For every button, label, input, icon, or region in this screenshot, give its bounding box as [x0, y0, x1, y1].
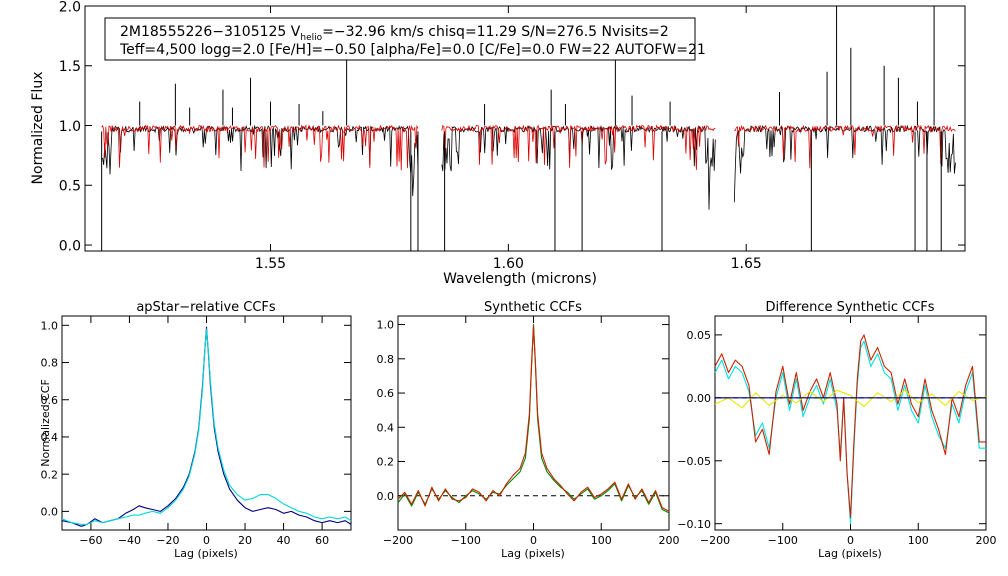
- synthetic-frame: [397, 315, 670, 531]
- apstar-ytick-label: 1.0: [41, 319, 59, 332]
- apstar-ytick-label: 0.2: [41, 468, 59, 481]
- apstar-frame: [61, 315, 352, 531]
- synthetic-xtick-label: 0: [530, 534, 537, 547]
- header-line-2: Teff=4,500 logg=2.0 [Fe/H]=−0.50 [alpha/…: [119, 42, 706, 58]
- synthetic-axes: −200 −100 0 100 200 0.0 0.2 0.4 0.6 0.8 1.0: [377, 316, 680, 547]
- spectrum-ylabel: Normalized Flux: [30, 72, 46, 185]
- apstar-ytick-label: 0.8: [41, 357, 59, 370]
- apstar-xtick-label: −60: [79, 534, 102, 547]
- spectrum-frame: [84, 5, 966, 252]
- difference-series-diff_cyan: [714, 340, 986, 525]
- apstar-title: apStar−relative CCFs: [136, 300, 276, 315]
- difference-xtick-label: 0: [847, 534, 854, 547]
- apstar-series-ccf_b: [61, 328, 352, 525]
- synthetic-ytick-label: 0.6: [377, 387, 395, 400]
- difference-xtick-label: −200: [700, 534, 730, 547]
- synthetic-ytick-label: 0.4: [377, 421, 395, 434]
- spectrum-ytick-label: 0.0: [59, 238, 81, 254]
- difference-xtick-label: 100: [908, 534, 929, 547]
- spectrum-axes: 1.55 1.60 1.65 0.0 0.5 1.0 1.5 2.0: [59, 0, 965, 272]
- apstar-series-ccf_a: [61, 326, 352, 527]
- apstar-xtick-label: 0: [203, 534, 210, 547]
- spectrum-ytick-label: 1.5: [59, 59, 81, 75]
- spectrum-xlabel: Wavelength (microns): [443, 271, 597, 287]
- synthetic-ytick-label: 0.0: [377, 490, 395, 503]
- difference-ytick-label: 0.00: [687, 392, 712, 405]
- apstar-ytick-label: 0.6: [41, 394, 59, 407]
- difference-axes: −200 −100 0 100 200 0.05 0.00 −0.05 −0.10: [677, 316, 997, 547]
- apstar-xtick-label: −40: [118, 534, 141, 547]
- synthetic-series-ccf_red: [397, 325, 670, 512]
- synthetic-lines: [397, 324, 670, 514]
- difference-ytick-label: −0.05: [677, 455, 711, 468]
- difference-ytick-label: 0.05: [687, 329, 712, 342]
- difference-ytick-label: −0.10: [677, 518, 711, 531]
- apstar-ytick-label: 0.4: [41, 431, 59, 444]
- synthetic-title: Synthetic CCFs: [484, 300, 582, 315]
- difference-xlabel: Lag (pixels): [818, 547, 882, 560]
- difference-title: Difference Synthetic CCFs: [765, 300, 934, 315]
- synthetic-xtick-label: −200: [383, 534, 413, 547]
- spectrum-series-model: [101, 124, 956, 171]
- header-line-1: 2M18555226−3105125 Vhelio=−32.96 km/s ch…: [120, 24, 669, 43]
- synthetic-xlabel: Lag (pixels): [501, 547, 565, 560]
- apstar-xtick-label: 20: [238, 534, 252, 547]
- apstar-lines: [61, 326, 352, 527]
- apstar-xlabel: Lag (pixels): [174, 547, 238, 560]
- spectrum-ytick-label: 0.5: [59, 179, 81, 195]
- difference-frame: [714, 315, 987, 531]
- difference-lines: [714, 334, 987, 525]
- spectrum-series-observed: [101, 124, 956, 210]
- spectrum-xtick-label: 1.60: [493, 256, 524, 272]
- synthetic-xtick-label: 200: [659, 534, 680, 547]
- apstar-xtick-label: 60: [315, 534, 329, 547]
- spectrum-xtick-label: 1.65: [731, 256, 762, 272]
- apstar-ylabel: Normalized CCF: [39, 379, 52, 467]
- difference-series-diff_yellow: [714, 389, 987, 409]
- synthetic-ytick-label: 0.2: [377, 456, 395, 469]
- spectrum-ytick-label: 2.0: [59, 0, 81, 15]
- spectrum-lines: [101, 6, 956, 251]
- difference-xtick-label: −100: [768, 534, 798, 547]
- synthetic-xtick-label: 100: [591, 534, 612, 547]
- difference-series-diff_red: [714, 334, 986, 518]
- difference-ccf-panel: −200 −100 0 100 200 0.05 0.00 −0.05 −0.10 Differ…: [677, 300, 996, 560]
- synthetic-xtick-label: −100: [451, 534, 481, 547]
- synthetic-ytick-label: 0.8: [377, 353, 395, 366]
- apstar-xtick-label: −20: [156, 534, 179, 547]
- spectrum-xtick-label: 1.55: [255, 256, 286, 272]
- spectrum-ytick-label: 1.0: [59, 119, 81, 135]
- apstar-ytick-label: 0.0: [41, 506, 59, 519]
- difference-xtick-label: 200: [976, 534, 997, 547]
- synthetic-ccf-panel: −200 −100 0 100 200 0.0 0.2 0.4 0.6 0.8 1.0 Synthe…: [377, 300, 680, 560]
- apstar-ccf-panel: −60 −40 −20 0 20 40 60 0.0 0.2 0.4 0.6 0.8 1.0 apSta…: [39, 300, 352, 560]
- apstar-axes: −60 −40 −20 0 20 40 60 0.0 0.2 0.4 0.6 0.8 1.0: [41, 316, 351, 547]
- synthetic-ytick-label: 1.0: [377, 319, 395, 332]
- spectrum-panel: 1.55 1.60 1.65 0.0 0.5 1.0 1.5 2.0 2M18555226−3…: [30, 0, 966, 287]
- apstar-xtick-label: 40: [277, 534, 291, 547]
- header-box: [104, 17, 696, 61]
